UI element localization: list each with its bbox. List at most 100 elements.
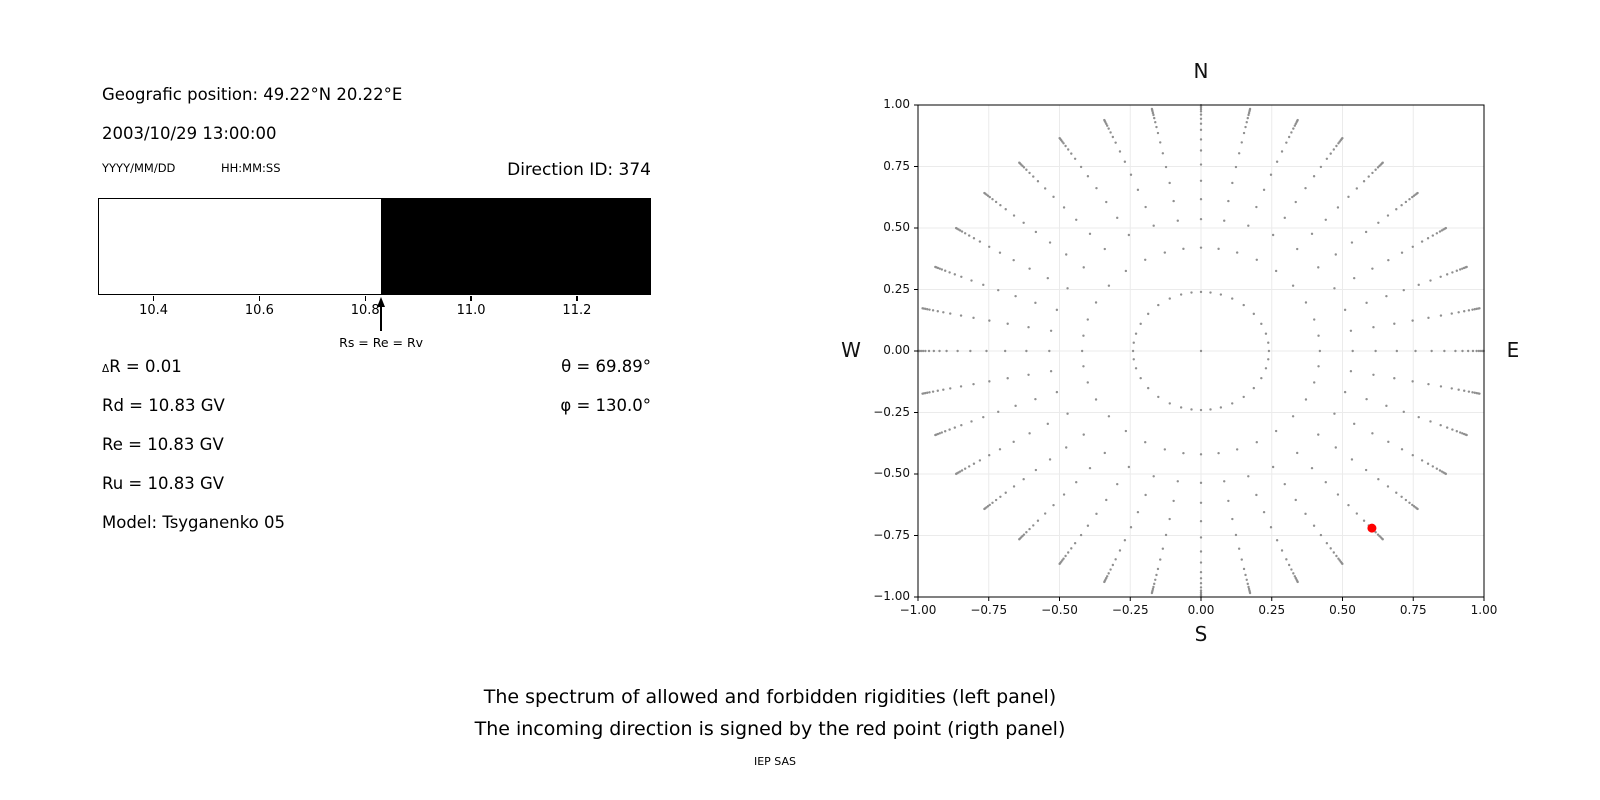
direction-dot xyxy=(1123,160,1127,163)
x-tick-label: 0.50 xyxy=(1329,603,1356,617)
direction-dot xyxy=(1296,247,1299,251)
x-tick-label: 0.00 xyxy=(1187,603,1215,617)
direction-dot xyxy=(1139,376,1142,380)
direction-dot xyxy=(1262,510,1266,514)
direction-dot xyxy=(1095,512,1098,516)
direction-dot xyxy=(1179,406,1183,409)
direction-dot xyxy=(1292,572,1295,575)
direction-dot xyxy=(1411,245,1414,248)
direction-dot xyxy=(932,349,936,353)
direction-dot xyxy=(1139,322,1142,326)
model-text: Model: Tsyganenko 05 xyxy=(102,513,286,532)
direction-dot xyxy=(1124,429,1128,433)
direction-dot xyxy=(1341,136,1344,140)
direction-dot xyxy=(1332,148,1335,151)
direction-dot xyxy=(1058,562,1061,566)
direction-dot xyxy=(1475,349,1478,353)
direction-dot xyxy=(999,204,1002,207)
direction-dot xyxy=(1371,432,1374,435)
direction-dot xyxy=(1430,349,1433,353)
direction-dot xyxy=(1082,433,1085,436)
param-delta-r: ΔR = 0.01 xyxy=(102,357,182,376)
direction-dot xyxy=(1006,322,1009,325)
direction-dot xyxy=(1027,326,1030,329)
direction-dot xyxy=(1062,142,1065,145)
direction-dot xyxy=(1293,124,1297,127)
direction-dot xyxy=(1274,269,1278,273)
direction-dot xyxy=(1131,349,1135,353)
direction-dot xyxy=(1064,554,1067,558)
direction-dot xyxy=(1231,181,1234,185)
delta-symbol: Δ xyxy=(102,363,110,375)
direction-dot xyxy=(1313,381,1316,384)
direction-dot xyxy=(1032,524,1035,527)
direction-dot xyxy=(1105,498,1108,502)
direction-dot xyxy=(1337,142,1340,145)
bar-tick-label: 10.8 xyxy=(350,303,380,318)
direction-dot xyxy=(1294,200,1297,204)
direction-dot xyxy=(1417,415,1420,419)
direction-dot xyxy=(1255,205,1258,209)
direction-dot xyxy=(1022,533,1026,536)
compass-label-west: W xyxy=(841,338,861,362)
direction-dot xyxy=(1086,381,1089,384)
y-tick-label: −1.00 xyxy=(873,589,910,603)
direction-dot xyxy=(919,349,923,353)
direction-dot xyxy=(1150,591,1154,595)
direction-dot xyxy=(948,428,951,431)
direction-dot xyxy=(928,308,931,311)
direction-dot xyxy=(1374,168,1377,171)
direction-dot xyxy=(942,311,945,314)
direction-dot xyxy=(1458,431,1462,434)
direction-dot xyxy=(1465,265,1468,269)
direction-dot xyxy=(1150,107,1154,111)
direction-dot xyxy=(1025,168,1028,171)
x-tick-label: −1.00 xyxy=(899,603,937,617)
param-re: Re = 10.83 GV xyxy=(102,435,224,454)
direction-dot xyxy=(1255,441,1258,444)
direction-dot xyxy=(953,426,957,429)
direction-dot xyxy=(1264,367,1268,370)
direction-dot xyxy=(1411,380,1414,383)
direction-dot xyxy=(926,308,929,311)
direction-dot xyxy=(1385,404,1388,408)
direction-dot xyxy=(1269,526,1273,529)
direction-dot xyxy=(1107,415,1111,418)
direction-dot xyxy=(1182,451,1185,455)
direction-dot xyxy=(943,430,947,433)
direction-dot xyxy=(1377,221,1380,225)
direction-dot xyxy=(938,267,941,270)
direction-dot xyxy=(959,314,963,317)
direction-dot xyxy=(1223,480,1226,483)
direction-dot xyxy=(1402,410,1405,414)
direction-dot xyxy=(1411,319,1414,322)
direction-dot xyxy=(1006,377,1009,380)
direction-dot xyxy=(928,391,931,394)
direction-dot xyxy=(1411,503,1414,507)
direction-dot xyxy=(1431,234,1435,237)
direction-dot xyxy=(1070,547,1073,550)
direction-dot xyxy=(1164,533,1168,537)
direction-dot xyxy=(1082,365,1085,368)
param-rd: Rd = 10.83 GV xyxy=(102,396,225,415)
direction-dot xyxy=(972,237,976,240)
direction-dot xyxy=(1123,539,1127,542)
direction-dot xyxy=(1049,369,1053,373)
direction-dot xyxy=(1478,307,1481,310)
direction-dot xyxy=(1199,110,1203,113)
param-theta: θ = 69.89° xyxy=(561,357,651,376)
direction-dot xyxy=(1443,349,1446,353)
direction-dot xyxy=(1457,311,1460,314)
direction-dot xyxy=(1350,241,1354,244)
bar-tick-mark xyxy=(364,296,366,301)
direction-dot xyxy=(1231,517,1234,521)
direction-dot xyxy=(1393,377,1396,380)
direction-dot xyxy=(1267,341,1270,344)
direction-dot xyxy=(948,271,951,274)
direction-dot xyxy=(982,415,985,419)
direction-dot xyxy=(1152,585,1155,589)
direction-dot xyxy=(1247,475,1250,478)
direction-dot xyxy=(921,392,924,395)
direction-dot xyxy=(1058,136,1061,140)
direction-dot xyxy=(1048,458,1052,461)
